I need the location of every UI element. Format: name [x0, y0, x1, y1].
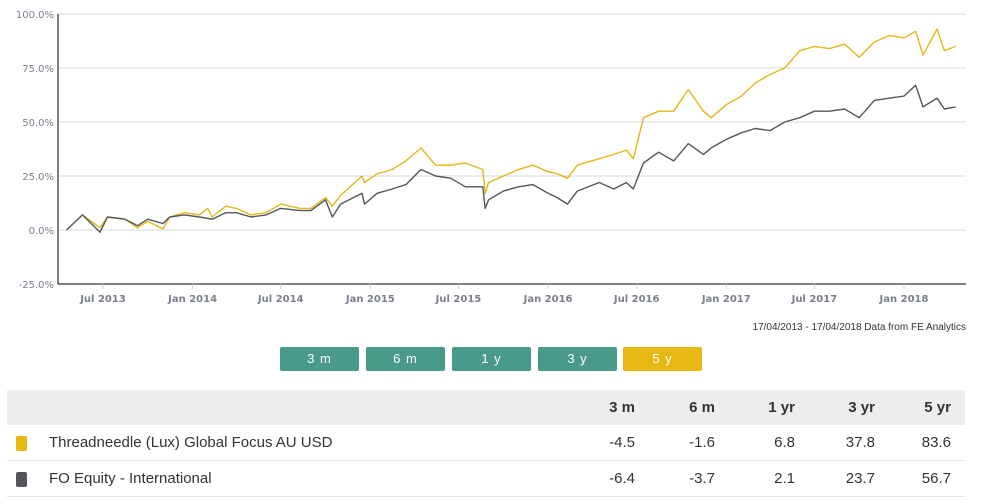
value-6m: -1.6	[689, 434, 715, 451]
x-tick-label: Jan 2017	[701, 294, 751, 305]
legend-swatch	[16, 472, 27, 487]
table-header: 3 m 6 m 1 yr 3 yr 5 yr	[7, 390, 965, 425]
series-line-fund	[66, 28, 956, 231]
col-header-1yr: 1 yr	[768, 399, 795, 416]
value-3m: -4.5	[609, 434, 635, 451]
period-button-3m[interactable]: 3 m	[280, 347, 359, 371]
x-tick-label: Jul 2013	[79, 294, 126, 305]
x-tick-label: Jan 2016	[523, 294, 573, 305]
y-tick-label: 100.0%	[16, 10, 54, 21]
y-tick-label: 75.0%	[22, 64, 54, 75]
value-1yr: 2.1	[774, 470, 795, 487]
x-tick-label: Jan 2018	[879, 294, 929, 305]
x-tick-label: Jan 2015	[345, 294, 395, 305]
y-tick-label: 50.0%	[22, 118, 54, 129]
period-button-3y[interactable]: 3 y	[538, 347, 617, 371]
x-tick-label: Jul 2015	[435, 294, 482, 305]
col-header-3m: 3 m	[609, 399, 635, 416]
x-tick-label: Jul 2016	[613, 294, 660, 305]
y-tick-label: 0.0%	[29, 226, 54, 237]
period-button-1y[interactable]: 1 y	[452, 347, 531, 371]
value-1yr: 6.8	[774, 434, 795, 451]
x-tick-label: Jul 2014	[257, 294, 304, 305]
legend-swatch	[16, 436, 27, 451]
value-3yr: 23.7	[845, 470, 875, 487]
y-tick-label: -25.0%	[19, 280, 54, 291]
value-3yr: 37.8	[845, 434, 875, 451]
table-row: FO Equity - International -6.4 -3.7 2.1 …	[7, 461, 965, 497]
source-note: 17/04/2013 - 17/04/2018 Data from FE Ana…	[752, 322, 966, 333]
value-3m: -6.4	[609, 470, 635, 487]
x-tick-label: Jul 2017	[791, 294, 838, 305]
series-line-sector	[66, 84, 956, 233]
y-tick-label: 25.0%	[22, 172, 54, 183]
performance-table: 3 m 6 m 1 yr 3 yr 5 yr Threadneedle (Lux…	[7, 390, 965, 497]
table-row: Threadneedle (Lux) Global Focus AU USD -…	[7, 425, 965, 461]
period-button-6m[interactable]: 6 m	[366, 347, 445, 371]
col-header-6m: 6 m	[689, 399, 715, 416]
x-tick-label: Jan 2014	[167, 294, 217, 305]
value-5yr: 56.7	[921, 470, 951, 487]
performance-chart: -25.0% 0.0% 25.0% 50.0% 75.0% 100.0% Jul 2013 J…	[16, 10, 966, 305]
value-6m: -3.7	[689, 470, 715, 487]
col-header-5yr: 5 yr	[924, 399, 951, 416]
series-name: Threadneedle (Lux) Global Focus AU USD	[49, 434, 333, 451]
col-header-3yr: 3 yr	[848, 399, 875, 416]
series-name: FO Equity - International	[49, 470, 212, 487]
value-5yr: 83.6	[921, 434, 951, 451]
period-button-5y[interactable]: 5 y	[623, 347, 702, 371]
